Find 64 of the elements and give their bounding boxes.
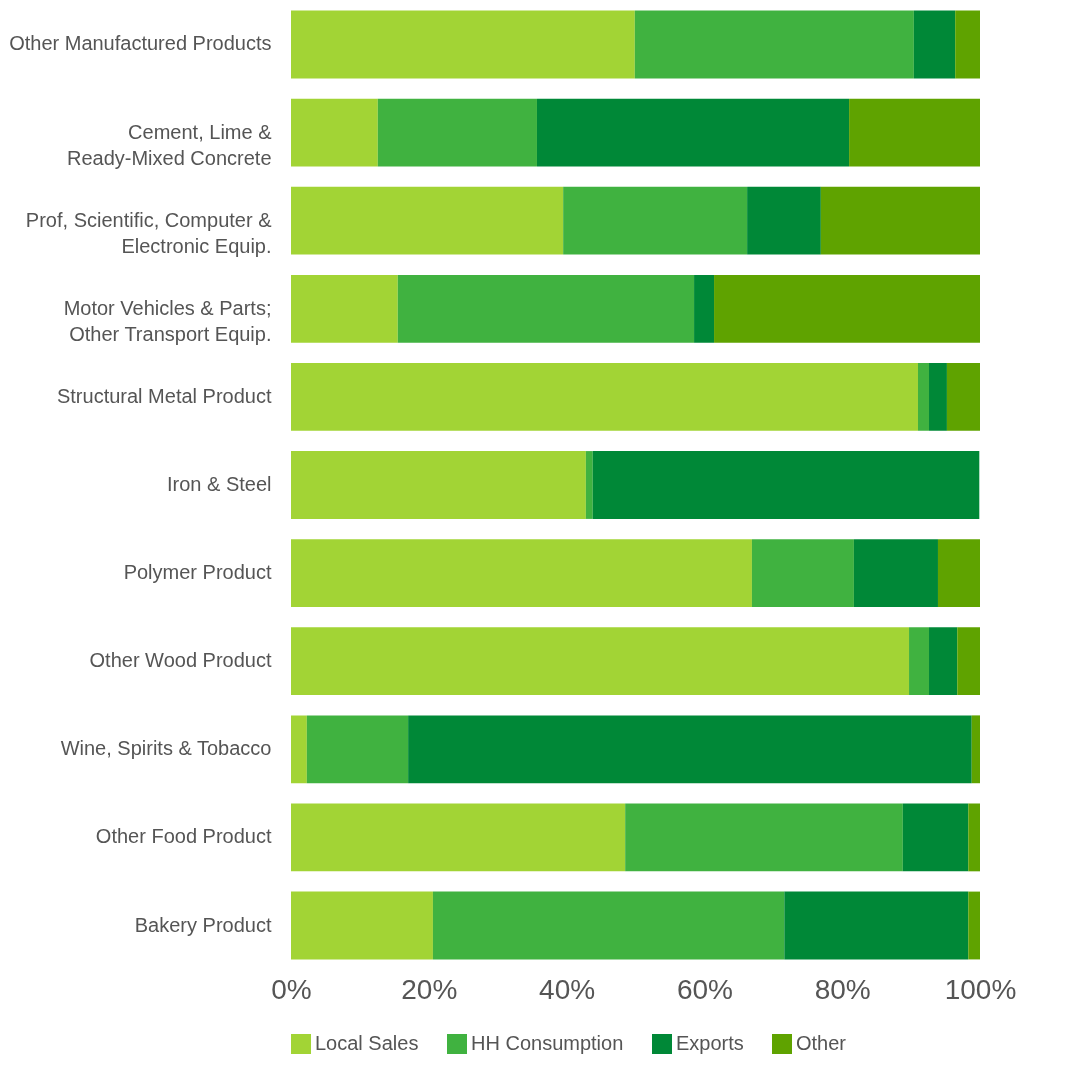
y-tick-label: Bakery Product: [134, 913, 272, 936]
y-tick-label: Wine, Spirits & Tobacco: [60, 737, 272, 760]
bar: [853, 539, 938, 608]
y-tick-label: Cement, Lime & Ready-Mixed Concrete: [66, 120, 273, 169]
legend-label: Exports: [676, 1032, 744, 1054]
bar: [625, 803, 903, 872]
bar: [291, 715, 307, 784]
x-tick-label: 20%: [401, 973, 458, 1005]
bar: [291, 891, 433, 960]
y-tick-label: Structural Metal Product: [56, 384, 272, 407]
y-tick-label: Iron & Steel: [166, 473, 272, 495]
bar: [751, 539, 854, 608]
bar: [291, 186, 564, 255]
bar: [937, 539, 980, 608]
y-tick-label: Motor Vehicles & Parts; Other Transport Equip.: [63, 296, 272, 345]
bar: [694, 274, 715, 343]
bar: [397, 274, 695, 343]
bar: [929, 627, 958, 696]
bar: [917, 362, 930, 431]
bar: [747, 186, 821, 255]
bar: [432, 891, 785, 960]
bar: [291, 803, 626, 872]
bar: [957, 627, 980, 696]
y-tick-label: Other Food Product: [95, 825, 272, 848]
y-tick-label: Prof, Scientific, Computer & Electronic Equip.: [25, 208, 273, 257]
bar: [968, 803, 980, 872]
bar: [291, 10, 635, 79]
bar: [291, 539, 752, 608]
bar: [971, 715, 980, 784]
bar: [820, 186, 980, 255]
bar: [563, 186, 748, 255]
y-tick-label: Other Manufactured Products: [9, 32, 272, 55]
y-tick-label: Other Wood Product: [89, 649, 272, 672]
bar: [536, 98, 850, 167]
legend-label: Local Sales: [315, 1032, 419, 1054]
bar: [291, 98, 378, 167]
bar: [291, 451, 586, 519]
bar: [909, 627, 930, 696]
bar: [377, 98, 537, 167]
x-tick-label: 0%: [271, 973, 312, 1005]
x-tick-label: 80%: [814, 973, 871, 1005]
bar: [946, 362, 980, 431]
bar: [291, 627, 910, 696]
x-tick-label: 100%: [944, 973, 1017, 1005]
bar: [592, 451, 980, 519]
bar: [291, 274, 398, 343]
legend-label: Other: [796, 1032, 847, 1054]
bar: [634, 10, 914, 79]
bar: [784, 891, 969, 960]
x-tick-label: 40%: [539, 973, 596, 1005]
bar: [955, 10, 980, 79]
bar: [306, 715, 409, 784]
bar: [849, 98, 980, 167]
bar: [408, 715, 972, 784]
x-tick-label: 60%: [676, 973, 733, 1005]
bar: [714, 274, 980, 343]
legend-label: HH Consumption: [471, 1032, 624, 1054]
bar: [902, 803, 969, 872]
bar: [291, 362, 918, 431]
bar: [929, 362, 947, 431]
bar: [585, 451, 593, 519]
y-tick-label: Polymer Product: [123, 561, 272, 584]
bar: [968, 891, 980, 960]
bar: [913, 10, 956, 79]
